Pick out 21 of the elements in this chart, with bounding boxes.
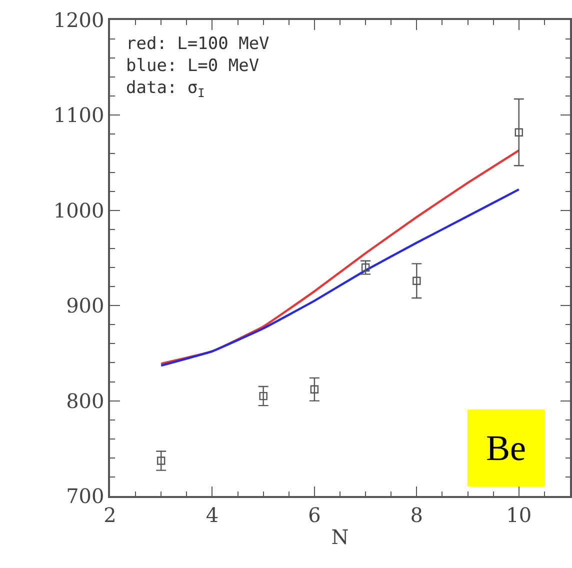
annotation: Be — [486, 428, 526, 468]
line-series — [160, 149, 520, 365]
x-tick-label: 4 — [206, 502, 219, 527]
x-tick-label: 8 — [410, 502, 424, 527]
point — [310, 385, 319, 394]
x-tick-label: 6 — [308, 502, 321, 527]
annotation: red: L=100 MeV blue: L=0 MeV data: σ$_{I}$ — [126, 34, 270, 100]
y-tick-label: 900 — [66, 294, 104, 318]
line-series — [160, 188, 520, 367]
y-tick-label: 1100 — [53, 103, 104, 128]
y-tick-label: 1200 — [53, 8, 104, 32]
point — [412, 276, 421, 285]
y-tick-label: 700 — [66, 484, 104, 508]
y-tick-label: 1000 — [53, 198, 104, 222]
point — [157, 456, 166, 465]
x-tick-label: 10 — [506, 502, 532, 527]
y-tick-label: 800 — [66, 388, 104, 413]
point — [259, 392, 268, 400]
point — [514, 128, 523, 136]
x-tick-label: 2 — [104, 502, 116, 527]
x-axis-title: N — [331, 524, 349, 549]
